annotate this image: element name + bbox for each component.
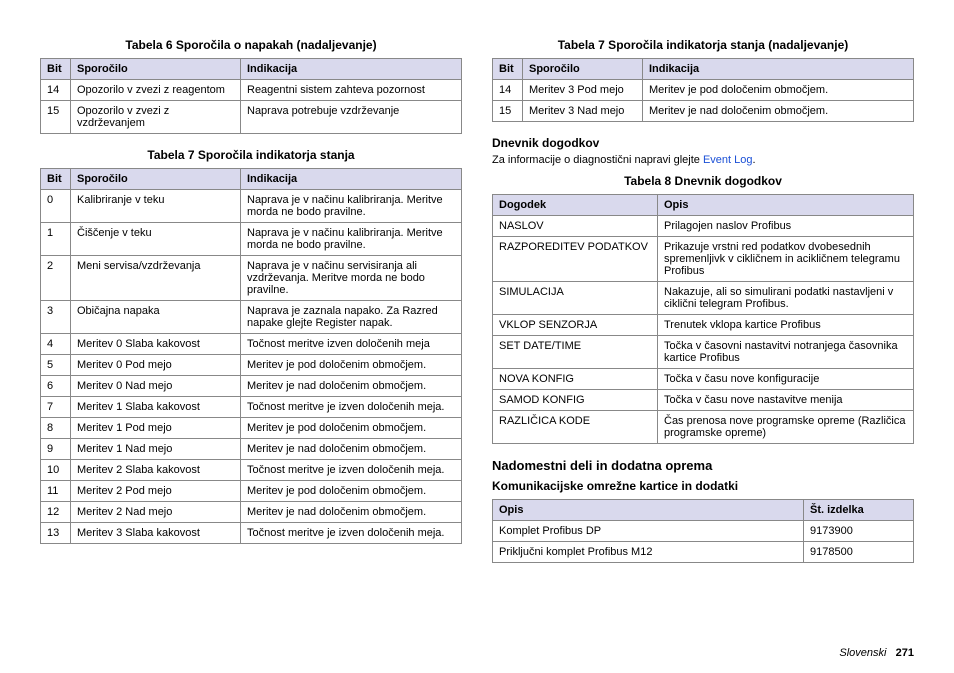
col-msg: Sporočilo: [523, 59, 643, 80]
page-footer: Slovenski 271: [839, 647, 914, 659]
table-row: 14Opozorilo v zvezi z reagentomReagentni…: [41, 80, 462, 101]
parts-sub: Komunikacijske omrežne kartice in dodatk…: [492, 479, 914, 493]
col-bit: Bit: [493, 59, 523, 80]
col-opis: Opis: [493, 500, 804, 521]
cell-ind: Naprava potrebuje vzdrževanje: [241, 101, 462, 134]
log-text-2: .: [753, 154, 756, 166]
table-row: VKLOP SENZORJATrenutek vklopa kartice Pr…: [493, 315, 914, 336]
log-text: Za informacije o diagnostični napravi gl…: [492, 154, 914, 166]
table-row: 12Meritev 2 Nad mejoMeritev je nad določ…: [41, 502, 462, 523]
table-row: 8Meritev 1 Pod mejoMeritev je pod določe…: [41, 418, 462, 439]
table-row: 3Običajna napakaNaprava je zaznala napak…: [41, 301, 462, 334]
col-opis: Opis: [658, 195, 914, 216]
log-heading: Dnevnik dogodkov: [492, 136, 914, 150]
parts-heading: Nadomestni deli in dodatna oprema: [492, 458, 914, 473]
col-ind: Indikacija: [643, 59, 914, 80]
table-row: 15Opozorilo v zvezi z vzdrževanjemNaprav…: [41, 101, 462, 134]
footer-language: Slovenski: [839, 647, 886, 659]
table7-cont: Bit Sporočilo Indikacija 14Meritev 3 Pod…: [492, 58, 914, 122]
table-row: 9Meritev 1 Nad mejoMeritev je nad določe…: [41, 439, 462, 460]
table-row: NOVA KONFIGTočka v času nove konfiguraci…: [493, 369, 914, 390]
table-row: 13Meritev 3 Slaba kakovostTočnost meritv…: [41, 523, 462, 544]
table-row: SAMOD KONFIGTočka v času nove nastavitve…: [493, 390, 914, 411]
col-bit: Bit: [41, 59, 71, 80]
table8: Dogodek Opis NASLOVPrilagojen naslov Pro…: [492, 194, 914, 444]
table7: Bit Sporočilo Indikacija 0Kalibriranje v…: [40, 168, 462, 544]
table7c-caption: Tabela 7 Sporočila indikatorja stanja (n…: [492, 38, 914, 52]
footer-page-number: 271: [896, 647, 914, 659]
table-header-row: Bit Sporočilo Indikacija: [41, 59, 462, 80]
col-ind: Indikacija: [241, 59, 462, 80]
table-row: 4Meritev 0 Slaba kakovostTočnost meritve…: [41, 334, 462, 355]
table-row: NASLOVPrilagojen naslov Profibus: [493, 216, 914, 237]
table-row: RAZLIČICA KODEČas prenosa nove programsk…: [493, 411, 914, 444]
col-bit: Bit: [41, 169, 71, 190]
table-row: 6Meritev 0 Nad mejoMeritev je nad določe…: [41, 376, 462, 397]
table-row: 10Meritev 2 Slaba kakovostTočnost meritv…: [41, 460, 462, 481]
table-header-row: Bit Sporočilo Indikacija: [41, 169, 462, 190]
table-row: 14Meritev 3 Pod mejoMeritev je pod določ…: [493, 80, 914, 101]
table-row: 2Meni servisa/vzdrževanjaNaprava je v na…: [41, 256, 462, 301]
col-event: Dogodek: [493, 195, 658, 216]
table-header-row: Opis Št. izdelka: [493, 500, 914, 521]
event-log-link[interactable]: Event Log: [703, 154, 753, 166]
cell-bit: 15: [41, 101, 71, 134]
col-id: Št. izdelka: [804, 500, 914, 521]
table-row: 5Meritev 0 Pod mejoMeritev je pod določe…: [41, 355, 462, 376]
log-text-1: Za informacije o diagnostični napravi gl…: [492, 154, 703, 166]
table-row: SIMULACIJANakazuje, ali so simulirani po…: [493, 282, 914, 315]
table-header-row: Bit Sporočilo Indikacija: [493, 59, 914, 80]
table8-caption: Tabela 8 Dnevnik dogodkov: [492, 174, 914, 188]
col-msg: Sporočilo: [71, 169, 241, 190]
col-ind: Indikacija: [241, 169, 462, 190]
col-msg: Sporočilo: [71, 59, 241, 80]
cell-msg: Opozorilo v zvezi z vzdrževanjem: [71, 101, 241, 134]
left-column: Tabela 6 Sporočila o napakah (nadaljevan…: [40, 30, 462, 577]
table-row: Komplet Profibus DP9173900: [493, 521, 914, 542]
table-row: 11Meritev 2 Pod mejoMeritev je pod določ…: [41, 481, 462, 502]
table-row: 15Meritev 3 Nad mejoMeritev je nad določ…: [493, 101, 914, 122]
cell-msg: Opozorilo v zvezi z reagentom: [71, 80, 241, 101]
table7-caption: Tabela 7 Sporočila indikatorja stanja: [40, 148, 462, 162]
table-row: 0Kalibriranje v tekuNaprava je v načinu …: [41, 190, 462, 223]
right-column: Tabela 7 Sporočila indikatorja stanja (n…: [492, 30, 914, 577]
parts-table: Opis Št. izdelka Komplet Profibus DP9173…: [492, 499, 914, 563]
table-row: 1Čiščenje v tekuNaprava je v načinu kali…: [41, 223, 462, 256]
table-row: SET DATE/TIMETočka v časovni nastavitvi …: [493, 336, 914, 369]
table-header-row: Dogodek Opis: [493, 195, 914, 216]
cell-bit: 14: [41, 80, 71, 101]
table-row: 7Meritev 1 Slaba kakovostTočnost meritve…: [41, 397, 462, 418]
table-row: Priključni komplet Profibus M129178500: [493, 542, 914, 563]
table6: Bit Sporočilo Indikacija 14Opozorilo v z…: [40, 58, 462, 134]
table-row: RAZPOREDITEV PODATKOVPrikazuje vrstni re…: [493, 237, 914, 282]
cell-ind: Reagentni sistem zahteva pozornost: [241, 80, 462, 101]
table6-caption: Tabela 6 Sporočila o napakah (nadaljevan…: [40, 38, 462, 52]
